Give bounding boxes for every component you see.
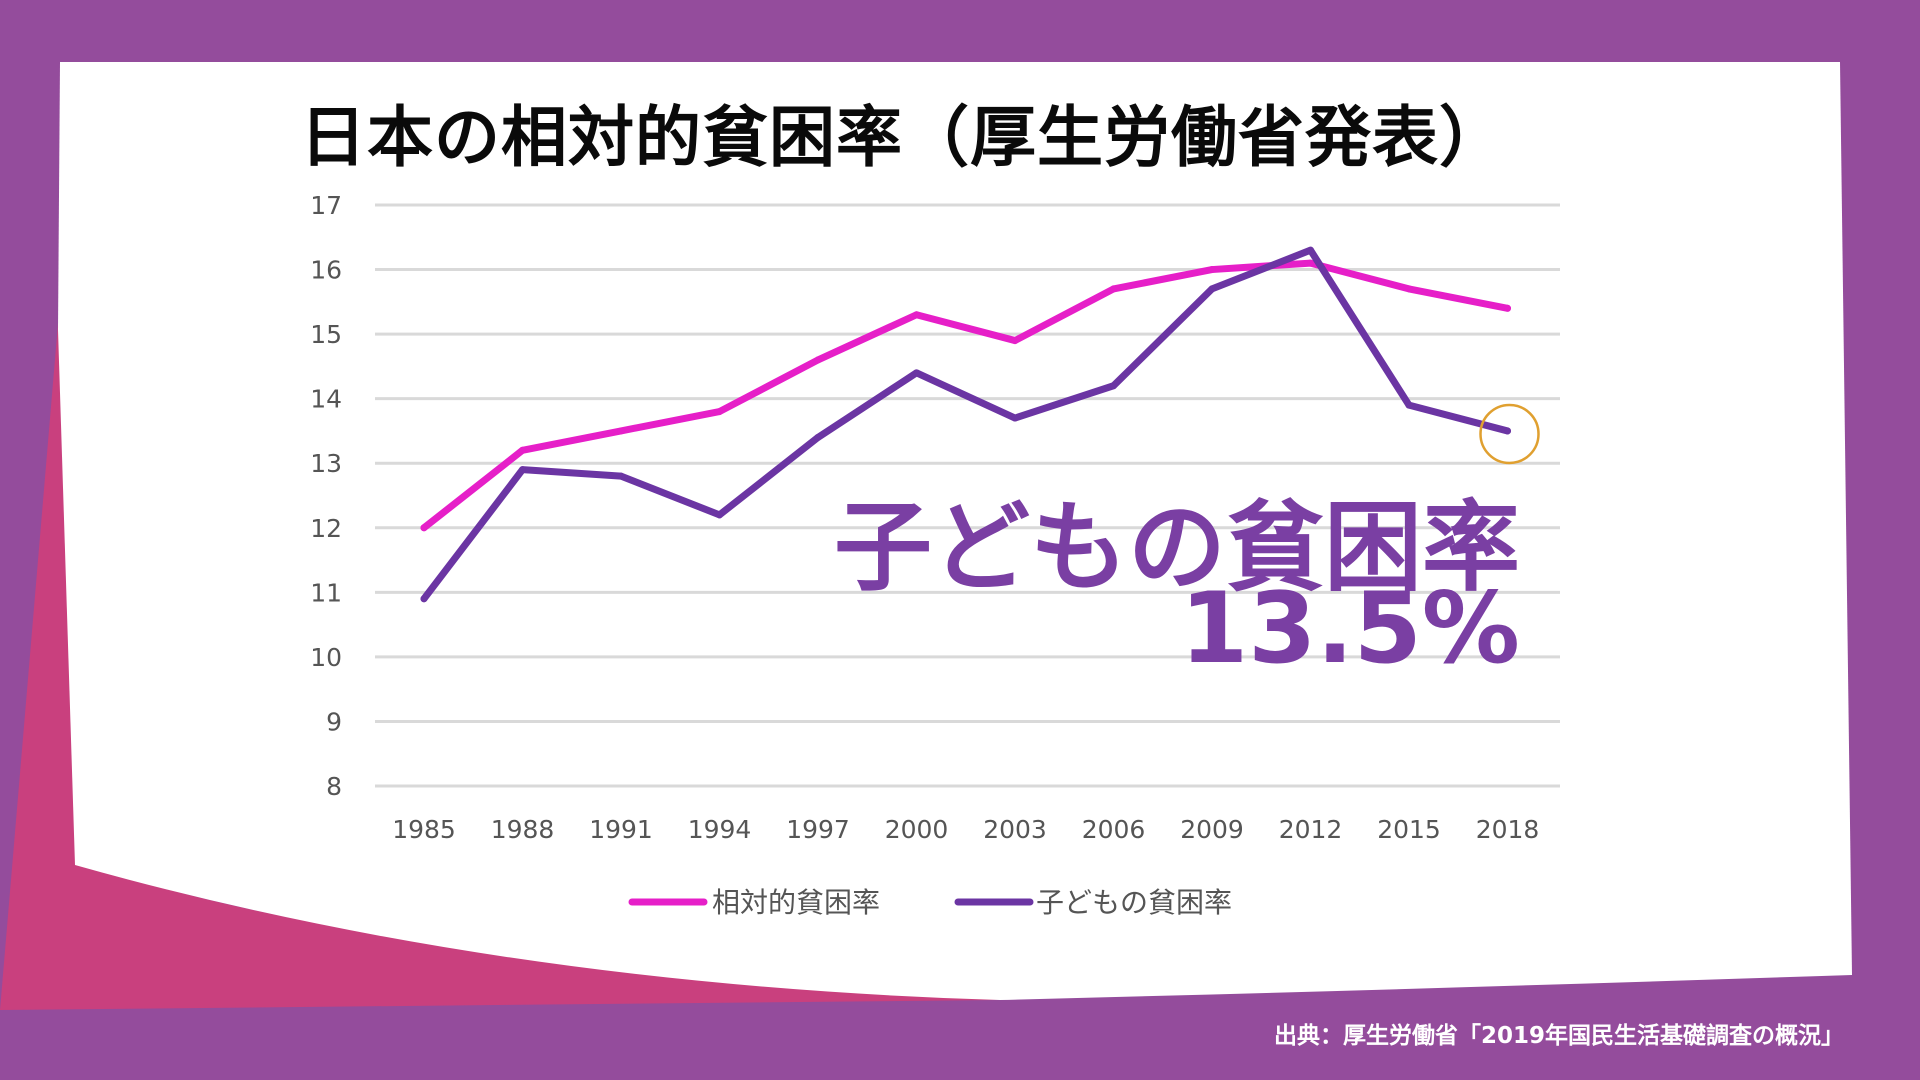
x-tick-label: 2012 [1279, 815, 1343, 844]
source-credit: 出典：厚生労働省「2019年国民生活基礎調査の概況」 [1273, 1023, 1844, 1049]
x-tick-label: 2018 [1476, 815, 1540, 844]
y-tick-label: 15 [310, 320, 342, 349]
data-point [716, 511, 723, 519]
x-tick-label: 1991 [589, 815, 653, 844]
data-point [913, 311, 920, 319]
data-point [1307, 246, 1314, 254]
x-tick-label: 2006 [1082, 815, 1146, 844]
series-lines [420, 246, 1511, 603]
data-point [1208, 285, 1216, 293]
data-point [1504, 427, 1511, 435]
y-axis-ticks: 8 9 10 11 12 13 14 15 16 17 [310, 191, 342, 801]
data-point [1307, 259, 1314, 267]
y-tick-label: 9 [326, 707, 342, 736]
data-point [519, 446, 526, 454]
pink-accent-shape [0, 300, 1000, 1010]
data-point [1405, 401, 1413, 409]
x-tick-label: 1985 [392, 815, 456, 844]
data-point [617, 472, 625, 480]
x-tick-label: 2015 [1377, 815, 1441, 844]
page-title: 日本の相対的貧困率（厚生労働省発表） [300, 99, 1506, 176]
data-point [1110, 285, 1117, 293]
data-point [913, 369, 920, 377]
data-point [1110, 382, 1117, 390]
y-tick-label: 16 [310, 256, 342, 285]
legend: 相対的貧困率 子どもの貧困率 [628, 886, 1232, 919]
legend-label: 子どもの貧困率 [1036, 886, 1232, 919]
data-point [1011, 337, 1019, 345]
x-axis-ticks: 1985 1988 1991 1994 1997 2000 2003 2006 2009 2012… [392, 815, 1539, 844]
data-point [1504, 304, 1511, 312]
data-point [420, 595, 428, 603]
y-tick-label: 10 [310, 643, 342, 672]
white-panel [58, 62, 1852, 1000]
data-point [814, 356, 822, 364]
callout-value: 13.5% [1180, 572, 1520, 686]
x-tick-label: 2003 [983, 815, 1047, 844]
data-point [1208, 266, 1216, 274]
data-point [814, 433, 822, 441]
x-tick-label: 1997 [786, 815, 850, 844]
series-line-1 [420, 246, 1511, 603]
x-tick-label: 2009 [1180, 815, 1244, 844]
data-point [716, 408, 723, 416]
y-tick-label: 8 [326, 772, 342, 801]
y-tick-label: 12 [310, 514, 342, 543]
y-tick-label: 13 [310, 449, 342, 478]
data-point [519, 466, 526, 474]
x-tick-label: 1988 [491, 815, 555, 844]
callout-label: 子どもの貧困率 [833, 491, 1520, 605]
data-point [1011, 414, 1019, 422]
x-tick-label: 2000 [885, 815, 949, 844]
data-point [617, 427, 625, 435]
series-line-0 [420, 259, 1511, 532]
data-point [420, 524, 428, 532]
y-tick-label: 11 [310, 578, 342, 607]
highlight-marker [1479, 403, 1540, 465]
data-point [1405, 285, 1413, 293]
y-tick-label: 17 [310, 191, 342, 220]
y-tick-label: 14 [310, 385, 342, 414]
legend-label: 相対的貧困率 [712, 886, 880, 919]
highlight-circle [1479, 403, 1540, 465]
x-tick-label: 1994 [688, 815, 752, 844]
